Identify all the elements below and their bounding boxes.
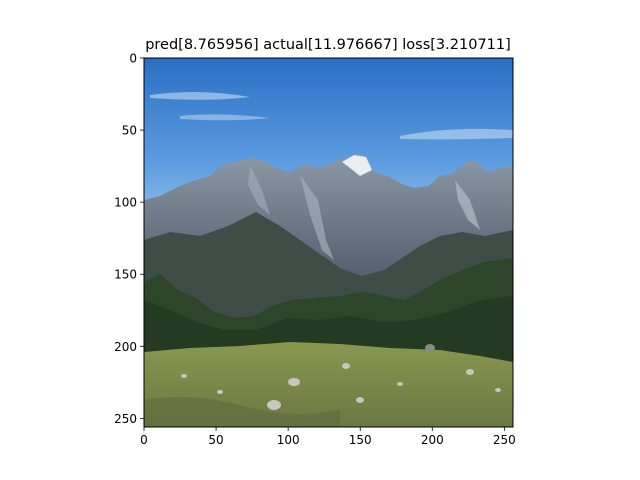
cloud [180, 114, 270, 121]
cloud [150, 91, 250, 100]
y-axis-ticks: 0 50 100 150 200 250 [114, 52, 144, 426]
rock-ridge [455, 180, 480, 230]
x-tick-label: 200 [421, 433, 444, 447]
x-tick-label: 100 [277, 433, 300, 447]
x-tick-label: 250 [493, 433, 516, 447]
x-tick-label: 50 [208, 433, 223, 447]
axes-frame [143, 57, 514, 428]
y-tick-label: 0 [129, 52, 137, 66]
y-tick-label: 250 [114, 412, 137, 426]
rocks [181, 344, 501, 410]
snow-patch [342, 155, 372, 176]
rock-ridge [248, 165, 270, 215]
y-tick-label: 50 [122, 124, 137, 138]
rock-ridge [300, 175, 334, 260]
x-axis-ticks: 0 50 100 150 200 250 [140, 427, 516, 447]
meadow-shadow [144, 396, 340, 427]
cloud [400, 128, 513, 140]
y-tick-label: 100 [114, 196, 137, 210]
y-tick-label: 200 [114, 340, 137, 354]
landscape-image [144, 58, 513, 427]
chart-title: pred[8.765956] actual[11.976667] loss[3.… [145, 37, 511, 53]
x-tick-label: 150 [349, 433, 372, 447]
x-tick-label: 0 [140, 433, 148, 447]
y-tick-label: 150 [114, 268, 137, 282]
